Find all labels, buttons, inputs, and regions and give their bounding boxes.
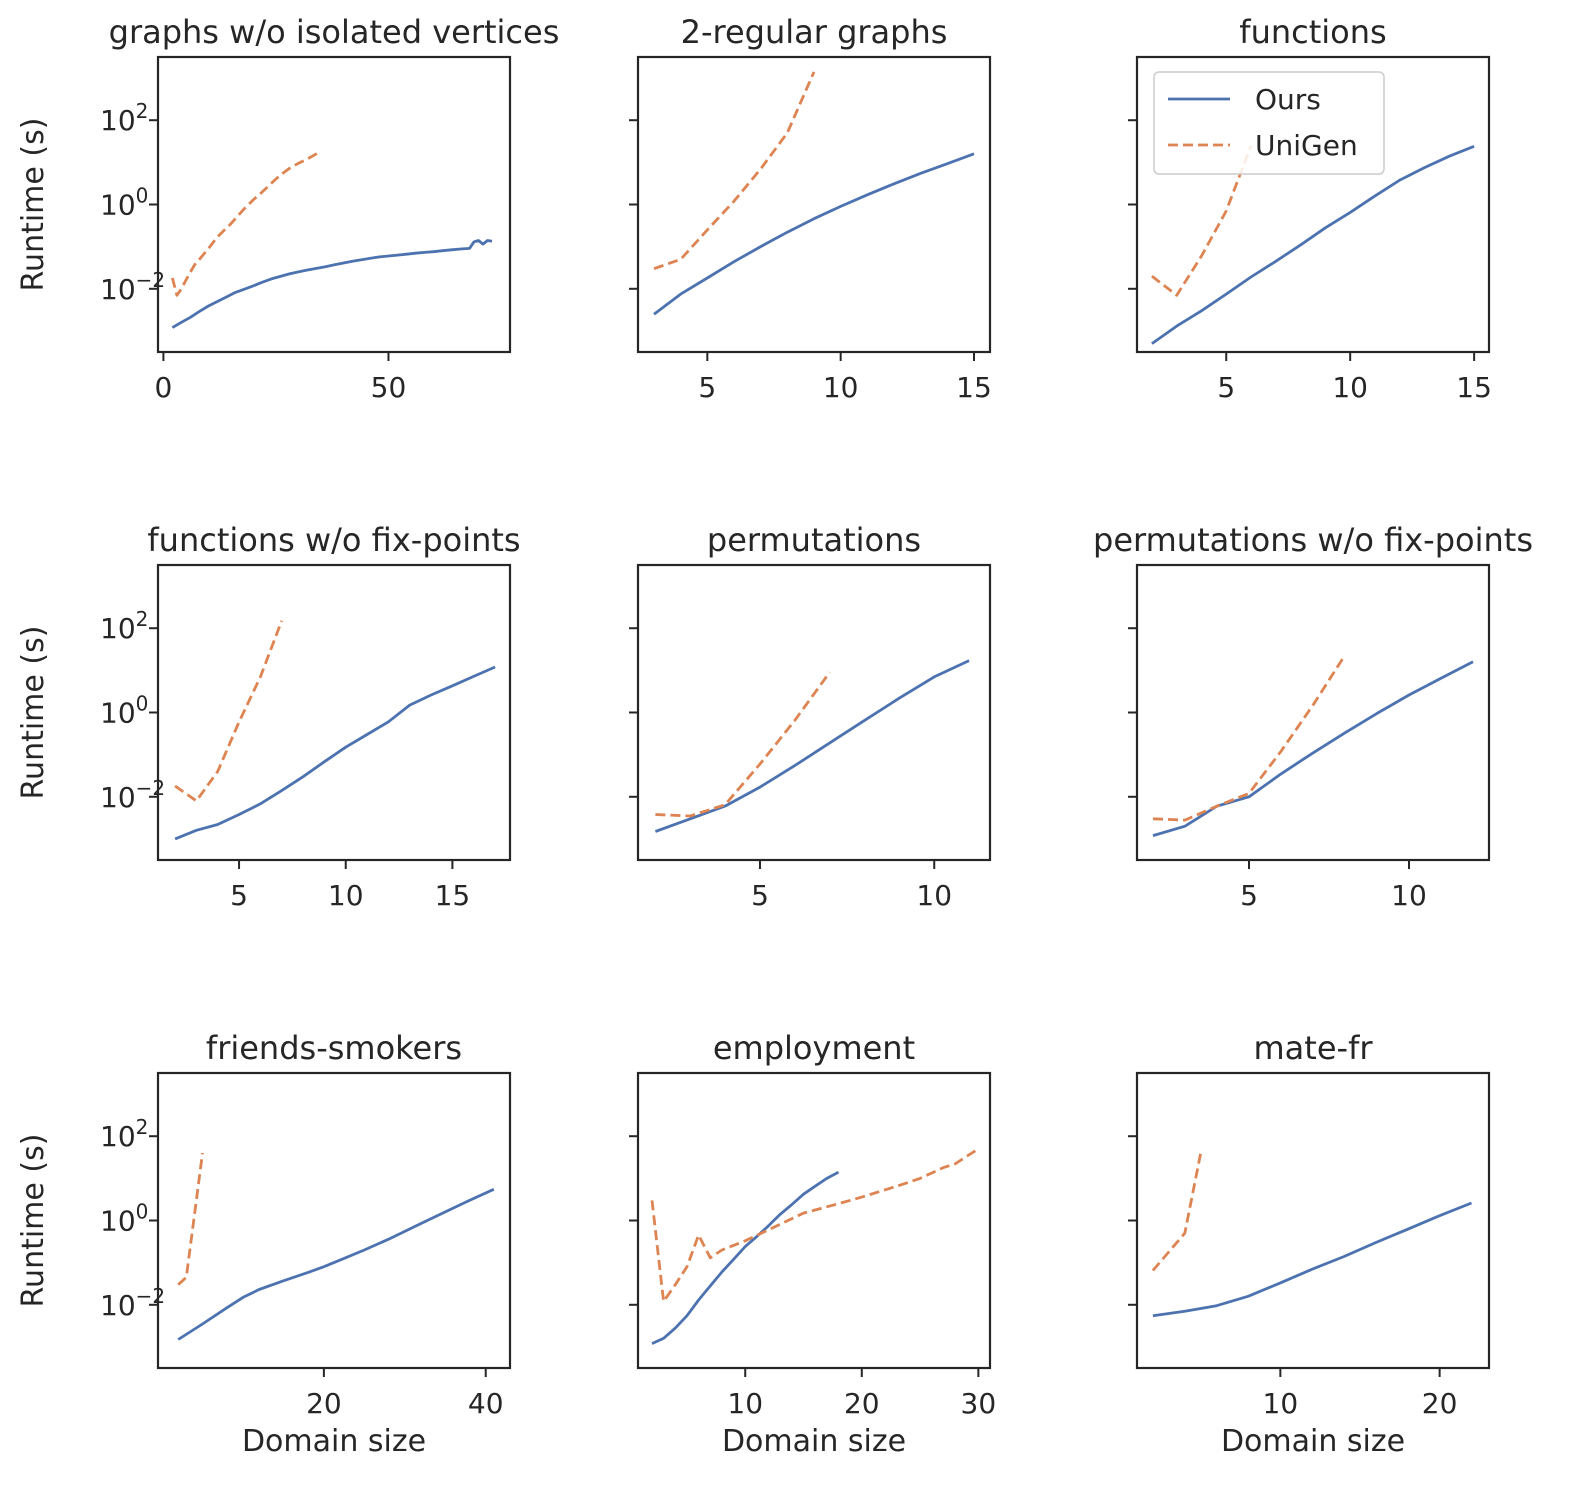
series-group bbox=[1151, 1152, 1473, 1318]
x-axis-label: Domain size bbox=[722, 1424, 906, 1459]
series-line-unigen bbox=[174, 620, 284, 803]
axes-frame bbox=[1135, 563, 1491, 862]
panel-title: mate-fr bbox=[1254, 1029, 1374, 1067]
panel-title: functions bbox=[1239, 13, 1386, 51]
series-group bbox=[653, 71, 975, 316]
panel-8: employment 10 20 30 Domain size bbox=[629, 1029, 996, 1459]
y-tick-label: 102 bbox=[100, 99, 148, 137]
x-tick-label: 50 bbox=[371, 371, 407, 404]
x-tick-label: 10 bbox=[1391, 879, 1427, 912]
x-tick-label: 5 bbox=[698, 371, 716, 404]
x-tick-label: 10 bbox=[823, 371, 859, 404]
series-line-unigen bbox=[177, 1152, 204, 1286]
x-tick-label: 0 bbox=[154, 371, 172, 404]
panel-title: friends-smokers bbox=[206, 1029, 462, 1067]
panel-title: permutations bbox=[707, 521, 921, 559]
x-tick-label: 10 bbox=[1332, 371, 1368, 404]
series-group bbox=[1151, 144, 1475, 345]
x-axis-label: Domain size bbox=[1221, 1424, 1405, 1459]
axes-frame bbox=[156, 1071, 512, 1370]
series-line-ours bbox=[654, 659, 970, 833]
x-tick-label: 15 bbox=[435, 879, 471, 912]
x-tick-label: 15 bbox=[956, 371, 992, 404]
y-axis-label: Runtime (s) bbox=[16, 118, 51, 292]
panel-7: friends-smokers 10−2 100 102 20 40 Runtime (s)… bbox=[16, 1029, 512, 1459]
panel-title: functions w/o fix-points bbox=[147, 521, 520, 559]
x-tick-label: 10 bbox=[727, 1387, 763, 1420]
y-tick-label: 100 bbox=[100, 184, 148, 222]
x-axis-label: Domain size bbox=[242, 1424, 426, 1459]
series-line-ours bbox=[1152, 1201, 1473, 1318]
panel-title: graphs w/o isolated vertices bbox=[109, 13, 560, 51]
panel-4: functions w/o fix-points 10−2 100 102 5 10 15 R… bbox=[16, 521, 521, 912]
y-tick-label: 10−2 bbox=[100, 1284, 165, 1322]
x-tick-label: 5 bbox=[230, 879, 248, 912]
series-line-ours bbox=[1152, 660, 1474, 837]
x-tick-label: 15 bbox=[1456, 371, 1492, 404]
panel-6: permutations w/o fix-points 5 10 bbox=[1093, 521, 1533, 912]
panel-title: employment bbox=[713, 1029, 915, 1067]
axes-frame bbox=[156, 55, 512, 354]
y-tick-label: 102 bbox=[100, 607, 148, 645]
series-line-unigen bbox=[655, 671, 831, 818]
x-tick-label: 30 bbox=[961, 1387, 997, 1420]
x-tick-label: 40 bbox=[468, 1387, 504, 1420]
legend-box bbox=[1153, 71, 1385, 175]
y-tick-label: 102 bbox=[100, 1115, 148, 1153]
x-tick-label: 5 bbox=[1217, 371, 1235, 404]
series-group bbox=[177, 1152, 495, 1341]
series-group bbox=[1152, 654, 1474, 837]
x-tick-label: 20 bbox=[306, 1387, 342, 1420]
series-group bbox=[654, 659, 970, 833]
axes-frame bbox=[1135, 1071, 1491, 1370]
series-line-ours bbox=[177, 1188, 495, 1341]
x-tick-label: 10 bbox=[1263, 1387, 1299, 1420]
y-tick-label: 100 bbox=[100, 692, 148, 730]
panel-5: permutations 5 10 bbox=[629, 521, 992, 912]
legend-label-ours: Ours bbox=[1255, 83, 1321, 116]
y-axis-label: Runtime (s) bbox=[16, 626, 51, 800]
y-axis-label: Runtime (s) bbox=[16, 1134, 51, 1308]
series-group bbox=[171, 149, 493, 329]
y-tick-label: 100 bbox=[100, 1200, 148, 1238]
axes-frame bbox=[636, 1071, 992, 1370]
series-line-unigen bbox=[653, 71, 816, 271]
legend-label-unigen: UniGen bbox=[1255, 129, 1358, 162]
series-line-unigen bbox=[1151, 1152, 1203, 1272]
x-tick-label: 20 bbox=[1422, 1387, 1458, 1420]
series-line-unigen bbox=[1152, 654, 1347, 822]
y-tick-label: 10−2 bbox=[100, 776, 165, 814]
series-group bbox=[650, 1147, 980, 1345]
series-group bbox=[174, 620, 496, 841]
x-tick-label: 5 bbox=[751, 879, 769, 912]
series-line-ours bbox=[174, 665, 496, 841]
series-line-unigen bbox=[650, 1147, 980, 1303]
legend: Ours UniGen bbox=[1153, 71, 1385, 175]
x-tick-label: 5 bbox=[1240, 879, 1258, 912]
x-tick-label: 20 bbox=[844, 1387, 880, 1420]
series-line-unigen bbox=[1151, 145, 1253, 297]
x-tick-label: 10 bbox=[916, 879, 952, 912]
panel-1: graphs w/o isolated vertices 10−2 100 102 0 5… bbox=[16, 13, 559, 404]
panel-title: 2-regular graphs bbox=[681, 13, 948, 51]
x-tick-label: 10 bbox=[328, 879, 364, 912]
panel-3: functions 5 10 15 Ours UniGen bbox=[1128, 13, 1492, 404]
axes-frame bbox=[636, 55, 992, 354]
panel-9: mate-fr 10 20 Domain size bbox=[1128, 1029, 1491, 1459]
series-line-ours bbox=[171, 239, 493, 329]
axes-frame bbox=[156, 563, 512, 862]
panel-title: permutations w/o fix-points bbox=[1093, 521, 1533, 559]
series-line-ours bbox=[1151, 144, 1475, 345]
series-line-unigen bbox=[171, 149, 322, 297]
series-line-ours bbox=[653, 152, 975, 316]
series-line-ours bbox=[651, 1170, 840, 1345]
panel-2: 2-regular graphs 5 10 15 bbox=[629, 13, 992, 404]
y-tick-label: 10−2 bbox=[100, 268, 165, 306]
